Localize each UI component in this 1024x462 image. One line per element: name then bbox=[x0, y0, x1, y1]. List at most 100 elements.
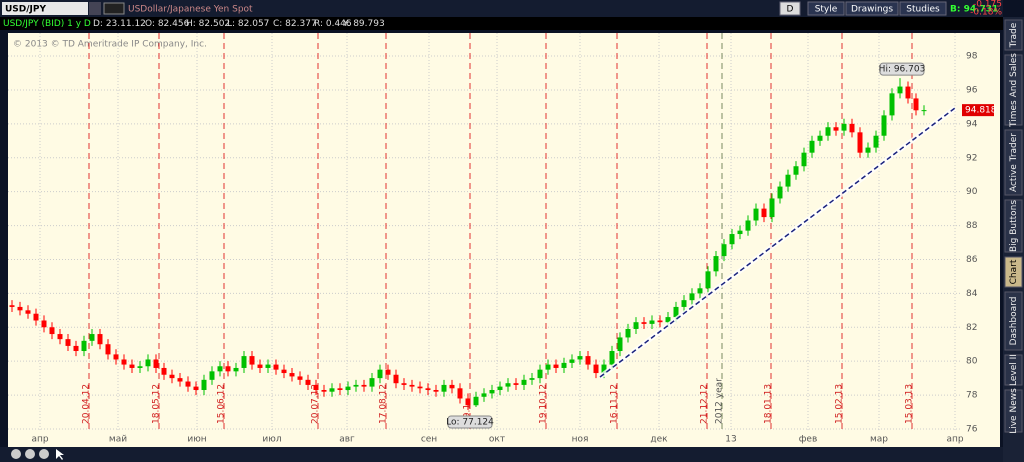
x-tick-label: июн bbox=[187, 435, 206, 445]
candle-body bbox=[785, 174, 791, 187]
side-tab[interactable] bbox=[1004, 199, 1023, 253]
x-tick-label: фев bbox=[799, 435, 818, 445]
x-tick-label: авг bbox=[339, 435, 355, 445]
candle-body bbox=[169, 374, 175, 379]
info-item: O: 82.456 bbox=[145, 19, 190, 29]
side-tab[interactable] bbox=[1004, 291, 1023, 351]
candle-body bbox=[273, 364, 279, 370]
candle-body bbox=[193, 386, 199, 390]
candle-body bbox=[665, 317, 671, 323]
year-label: 2012 year bbox=[715, 378, 725, 424]
candle-body bbox=[329, 388, 335, 392]
side-tab-label: Times And Sales bbox=[1009, 53, 1019, 128]
zoom-icon[interactable] bbox=[11, 449, 21, 459]
event-label: 21.12.12 bbox=[700, 384, 710, 424]
candle-body bbox=[401, 383, 407, 385]
side-tab[interactable] bbox=[1004, 389, 1023, 433]
change-pct: -0.18% bbox=[970, 8, 1002, 18]
candle-body bbox=[409, 384, 415, 387]
candle-body bbox=[57, 334, 63, 340]
candle-body bbox=[569, 359, 575, 363]
button-label: D bbox=[787, 5, 794, 15]
candle-body bbox=[25, 310, 31, 314]
toolbar-button[interactable] bbox=[845, 1, 899, 16]
candle-body bbox=[153, 359, 159, 368]
candle-body bbox=[49, 327, 55, 335]
candle-body bbox=[441, 384, 447, 392]
candle-body bbox=[297, 376, 303, 380]
icon-buttons[interactable] bbox=[103, 2, 125, 15]
side-tab[interactable] bbox=[1004, 19, 1023, 51]
side-tab-label: Trade bbox=[1009, 22, 1019, 48]
candle-body bbox=[105, 344, 111, 355]
event-label: 09.1 bbox=[463, 404, 473, 424]
info-item: C: 82.377 bbox=[273, 19, 317, 29]
x-tick-label: апр bbox=[31, 435, 48, 445]
event-label: 15.03.13 bbox=[905, 384, 915, 424]
zoom-icon[interactable] bbox=[25, 449, 35, 459]
side-tab[interactable] bbox=[1004, 129, 1023, 196]
candle-body bbox=[817, 135, 823, 141]
button-label: Drawings bbox=[851, 5, 893, 15]
info-item: Y: 89.793 bbox=[342, 19, 385, 29]
candle-body bbox=[641, 322, 647, 324]
candle-body bbox=[129, 364, 135, 368]
candle-body bbox=[257, 364, 263, 368]
candle-body bbox=[881, 115, 887, 136]
candle-body bbox=[465, 398, 471, 406]
trendline[interactable] bbox=[599, 107, 956, 378]
side-tab[interactable] bbox=[1004, 256, 1023, 288]
candle-body bbox=[89, 334, 95, 341]
cursor-icon[interactable] bbox=[56, 449, 64, 460]
side-tab[interactable] bbox=[1004, 54, 1023, 126]
candle-body bbox=[345, 386, 351, 390]
candle-body bbox=[265, 364, 271, 368]
y-tick-label: 78 bbox=[966, 391, 978, 401]
event-label: 18.01.13 bbox=[764, 384, 774, 424]
candle-body bbox=[385, 369, 391, 375]
candle-body bbox=[649, 320, 655, 324]
candle-body bbox=[873, 135, 879, 148]
event-label: 20.04.12 bbox=[82, 384, 92, 424]
candle-body bbox=[249, 356, 255, 365]
candle-body bbox=[897, 86, 903, 94]
toolbar-button[interactable] bbox=[807, 1, 845, 16]
candle-body bbox=[433, 389, 439, 392]
candle-body bbox=[801, 152, 807, 167]
side-tab-label: Dashboard bbox=[1009, 297, 1019, 346]
info-bar bbox=[0, 17, 1003, 30]
candle-body bbox=[577, 356, 583, 360]
y-tick-label: 96 bbox=[966, 85, 978, 95]
candle-body bbox=[761, 208, 767, 218]
candle-body bbox=[737, 230, 743, 235]
candle-body bbox=[481, 393, 487, 397]
candle-body bbox=[601, 364, 607, 374]
candle-body bbox=[657, 320, 663, 323]
pan-icon[interactable] bbox=[39, 449, 49, 459]
high-label: Hi: 96.703 bbox=[879, 65, 926, 75]
event-label: 16.11.12 bbox=[610, 384, 620, 424]
toolbar-button[interactable] bbox=[779, 1, 801, 16]
x-tick-label: 13 bbox=[725, 435, 736, 445]
last-price-label: 94.818 bbox=[965, 106, 997, 116]
candle-body bbox=[81, 340, 87, 352]
side-tab-label: Live News bbox=[1009, 388, 1019, 434]
candle-body bbox=[545, 364, 551, 370]
candle-body bbox=[33, 313, 39, 321]
y-tick-label: 94 bbox=[966, 119, 978, 129]
dropdown[interactable] bbox=[89, 2, 101, 15]
x-tick-label: апр bbox=[946, 435, 963, 445]
candle-body bbox=[585, 356, 591, 365]
side-tab[interactable] bbox=[1004, 354, 1023, 386]
symbol-box[interactable] bbox=[2, 2, 88, 15]
event-label: 20.07.12 bbox=[311, 384, 321, 424]
x-tick-label: дек bbox=[650, 435, 668, 445]
candle-body bbox=[369, 378, 375, 387]
y-tick-label: 82 bbox=[966, 323, 977, 333]
toolbar-button[interactable] bbox=[899, 1, 947, 16]
side-tab-label: Chart bbox=[1009, 259, 1019, 284]
candle-body bbox=[841, 123, 847, 131]
event-label: 17.08.12 bbox=[379, 384, 389, 424]
candle-body bbox=[377, 369, 383, 379]
candle-body bbox=[393, 374, 399, 384]
